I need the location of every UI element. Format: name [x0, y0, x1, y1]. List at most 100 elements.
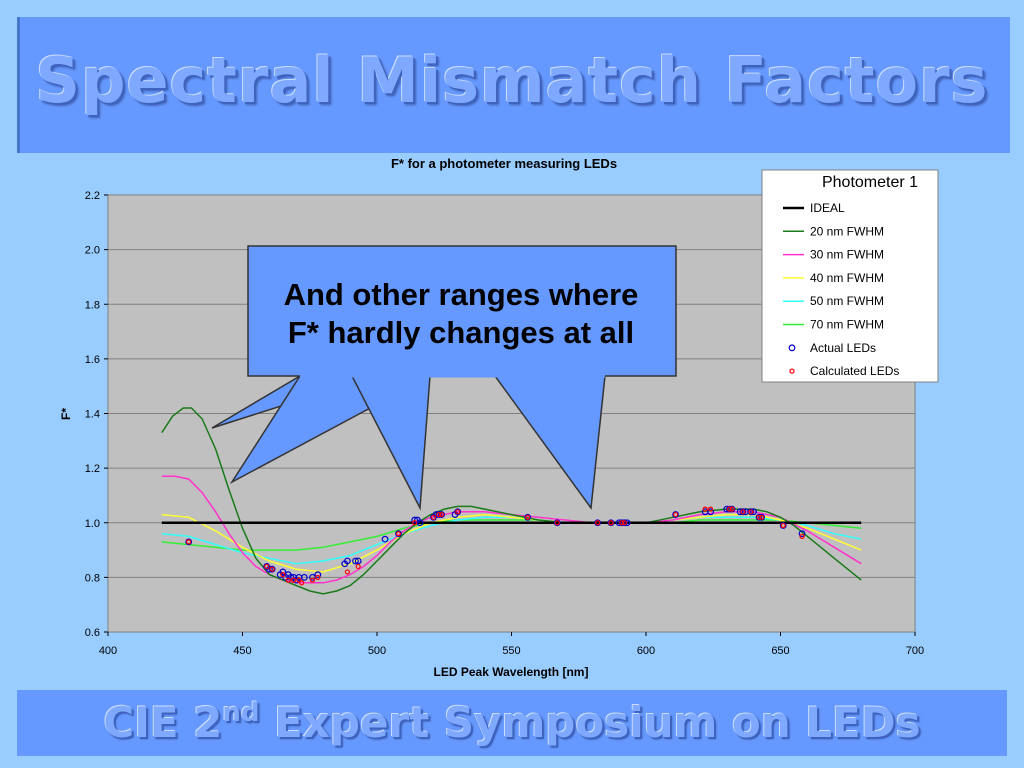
y-tick-label: 2.0: [85, 245, 100, 257]
data-point: [296, 577, 302, 583]
data-point: [780, 522, 786, 529]
slide-title: Spectral Mismatch Factors: [35, 44, 989, 117]
callout-bubble: [211, 245, 677, 511]
data-point: [412, 520, 418, 526]
x-tick-label: 450: [233, 645, 251, 657]
x-axis-label: LED Peak Wavelength [nm]: [434, 665, 589, 679]
data-point: [729, 506, 735, 512]
data-point: [455, 509, 461, 515]
data-point: [454, 508, 462, 516]
data-point: [672, 511, 679, 518]
legend-box: [761, 169, 939, 383]
legend-label: 50 nm FWHM: [810, 294, 884, 308]
x-tick-label: 700: [906, 645, 924, 657]
chart-title: F* for a photometer measuring LEDs: [391, 156, 617, 171]
footer-main: CIE 2: [103, 698, 223, 747]
y-axis-label: F*: [59, 408, 73, 420]
data-point: [798, 530, 806, 538]
y-axis-ticks: 0.6 0.8 1.0 1.2 1.4 1.6 1.8 2.0 2.2: [85, 190, 108, 639]
data-point: [268, 565, 276, 573]
data-point: [607, 519, 615, 527]
data-point: [411, 516, 419, 524]
data-point: [354, 557, 362, 565]
legend-label: IDEAL: [810, 201, 845, 215]
data-point: [355, 563, 361, 570]
data-point: [726, 506, 732, 512]
data-point: [525, 514, 531, 520]
data-point: [344, 557, 351, 565]
footer-superscript: nd: [222, 698, 260, 728]
data-point: [739, 508, 747, 516]
data-point: [314, 571, 322, 579]
data-point: [299, 580, 305, 586]
y-tick-label: 0.8: [85, 572, 100, 584]
data-point: [758, 513, 766, 521]
data-point: [707, 506, 714, 512]
data-point: [438, 511, 445, 518]
data-point: [621, 519, 628, 527]
data-point: [381, 535, 389, 543]
data-point: [287, 573, 295, 581]
y-tick-label: 0.6: [85, 627, 100, 639]
data-point: [799, 533, 805, 540]
data-point: [554, 520, 560, 526]
callout-text: And other ranges where F* hardly changes…: [250, 276, 672, 352]
data-point: [725, 505, 733, 513]
data-point: [755, 513, 763, 521]
data-point: [309, 577, 316, 583]
x-axis-ticks: 400 450 500 550 600 650 700: [99, 632, 924, 657]
callout-line-1: And other ranges where: [283, 277, 639, 312]
data-point: [747, 508, 755, 516]
footer-title: CIE 2nd Expert Symposium on LEDs: [0, 698, 1024, 747]
data-point: [740, 509, 746, 515]
data-point: [759, 514, 765, 520]
legend-label: 70 nm FWHM: [810, 318, 884, 332]
title-bar: [17, 17, 1010, 153]
x-tick-label: 400: [99, 645, 117, 657]
data-point: [756, 514, 762, 520]
y-tick-label: 2.2: [85, 190, 100, 202]
data-point: [702, 506, 708, 512]
legend-label: 30 nm FWHM: [810, 248, 884, 262]
y-tick-label: 1.0: [85, 518, 100, 530]
data-point: [438, 511, 445, 518]
x-tick-label: 600: [637, 645, 655, 657]
data-point: [748, 509, 754, 515]
data-point: [608, 520, 614, 526]
footer-bar: [17, 690, 1007, 756]
data-point: [300, 573, 308, 581]
data-point: [266, 565, 273, 573]
data-point: [185, 538, 193, 546]
data-point: [435, 511, 443, 518]
series-line-70-nm-fwhm: [161, 519, 862, 551]
data-point: [395, 530, 402, 538]
data-point: [594, 519, 601, 527]
data-point: [621, 520, 628, 526]
x-tick-label: 550: [502, 645, 520, 657]
legend-label: Calculated LEDs: [810, 364, 899, 378]
data-point: [619, 520, 625, 526]
data-point: [395, 531, 402, 537]
series-points: [185, 505, 806, 586]
data-point: [315, 574, 321, 580]
data-point: [750, 508, 757, 516]
data-point: [279, 568, 287, 576]
callout-line-2: F* hardly changes at all: [287, 315, 635, 350]
y-tick-label: 1.2: [85, 463, 100, 475]
data-point: [291, 577, 297, 583]
data-point: [553, 519, 561, 527]
data-point: [672, 511, 679, 518]
data-point: [269, 566, 275, 572]
data-point: [186, 539, 192, 545]
data-point: [779, 522, 787, 529]
legend-label: Actual LEDs: [810, 341, 876, 355]
x-tick-label: 650: [771, 645, 789, 657]
data-point: [728, 505, 736, 513]
data-point: [524, 513, 532, 521]
series-line-30-nm-fwhm: [161, 475, 862, 584]
x-tick-label: 500: [368, 645, 386, 657]
data-point: [436, 511, 442, 518]
legend-title: Photometer 1: [821, 174, 919, 191]
y-tick-label: 1.6: [85, 354, 100, 366]
